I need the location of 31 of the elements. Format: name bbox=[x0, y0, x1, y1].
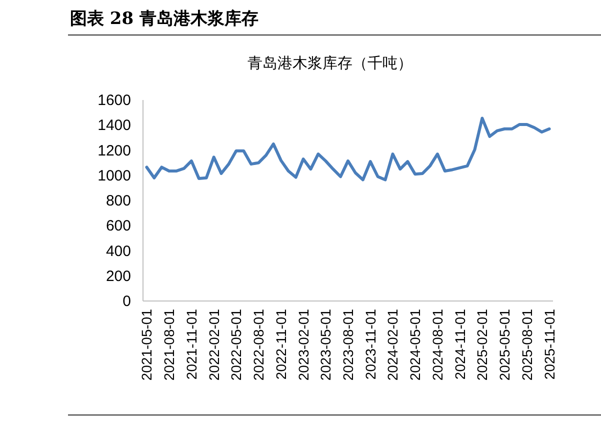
y-tick-label: 600 bbox=[106, 218, 131, 235]
x-tick-label: 2025-05-01 bbox=[496, 308, 513, 381]
y-tick-label: 400 bbox=[106, 242, 131, 260]
x-tick-label: 2024-02-01 bbox=[384, 308, 401, 381]
x-tick-label: 2022-11-01 bbox=[272, 308, 289, 380]
line-series bbox=[145, 116, 551, 182]
x-tick-label: 2022-05-01 bbox=[228, 308, 244, 381]
x-tick-label: 2021-11-01 bbox=[183, 308, 200, 380]
x-tick-label: 2022-02-01 bbox=[206, 308, 222, 381]
x-tick-label: 2025-11-01 bbox=[541, 308, 558, 380]
x-tick-label: 2023-05-01 bbox=[318, 308, 334, 381]
x-tick-label: 2023-08-01 bbox=[340, 308, 356, 381]
x-tick-label: 2021-05-01 bbox=[138, 308, 155, 381]
y-tick-label: 0 bbox=[122, 293, 131, 310]
x-tick-label: 2021-08-01 bbox=[161, 308, 178, 381]
x-tick-label: 2024-08-01 bbox=[429, 308, 446, 381]
y-tick-label: 1000 bbox=[98, 167, 131, 184]
x-tick-label: 2023-11-01 bbox=[362, 308, 378, 380]
y-tick-label: 800 bbox=[106, 192, 131, 210]
x-tick-label: 2023-02-01 bbox=[295, 308, 312, 381]
x-tick-label: 2024-05-01 bbox=[407, 308, 424, 381]
x-tick-label: 2025-02-01 bbox=[474, 308, 490, 381]
y-tick-label: 200 bbox=[106, 268, 131, 285]
y-tick-label: 1600 bbox=[98, 92, 131, 109]
y-tick-label: 1400 bbox=[98, 117, 131, 134]
x-tick-label: 2024-11-01 bbox=[452, 308, 468, 380]
chart-title: 图表 28 青岛港木浆库存 bbox=[70, 9, 258, 29]
y-tick-label: 1200 bbox=[98, 142, 131, 160]
chart-subtitle: 青岛港木浆库存（千吨） bbox=[248, 55, 412, 72]
x-tick-label: 2025-08-01 bbox=[518, 308, 535, 381]
x-tick-label: 2022-08-01 bbox=[250, 308, 267, 381]
